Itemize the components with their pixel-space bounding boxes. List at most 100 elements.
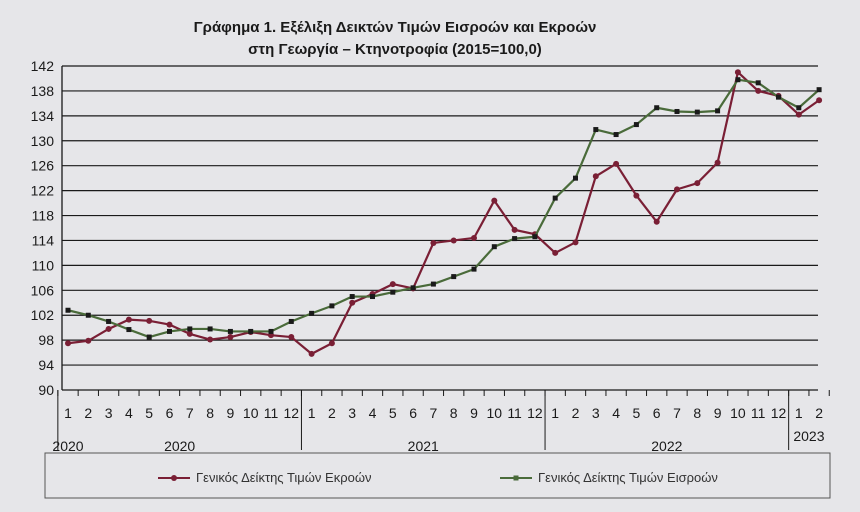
data-point [735, 77, 741, 83]
x-tick-label: 11 [264, 405, 279, 421]
x-tick-label: 5 [145, 405, 153, 421]
data-point [776, 94, 781, 100]
data-point [187, 326, 193, 332]
data-point [613, 132, 619, 138]
x-tick-label: 1 [308, 405, 316, 421]
series-lines [65, 69, 823, 357]
data-point [85, 312, 91, 318]
chart-title: Γράφημα 1. Εξέλιξη Δεικτών Τιμών Εισροών… [194, 19, 597, 36]
x-tick-label: 2 [84, 405, 92, 421]
data-point [633, 192, 640, 199]
data-point [207, 336, 214, 343]
data-point [166, 321, 173, 328]
axes [57, 66, 830, 450]
y-tick-label: 102 [31, 307, 55, 323]
series-line [67, 71, 820, 355]
data-point [227, 328, 233, 334]
x-tick-label: 4 [612, 405, 620, 421]
x-tick-label: 9 [714, 405, 722, 421]
x-tick-label: 1 [795, 405, 803, 421]
y-tick-label: 118 [32, 208, 55, 224]
x-tick-label: 12 [771, 405, 787, 421]
y-tick-label: 126 [31, 158, 55, 174]
data-point [451, 274, 457, 280]
x-tick-label: 6 [166, 405, 174, 421]
y-tick-label: 110 [32, 257, 55, 273]
data-point [654, 105, 660, 111]
year-labels: 2020 2020 2021 2022 2023 [52, 428, 824, 454]
x-tick-label: 8 [450, 405, 458, 421]
x-tick-label: 8 [206, 405, 214, 421]
x-tick-label: 4 [369, 405, 377, 421]
data-point [816, 97, 823, 104]
data-point [653, 218, 660, 225]
x-tick-label: 3 [348, 405, 356, 421]
data-point [328, 340, 335, 347]
data-point [370, 294, 375, 300]
legend-box [44, 452, 831, 499]
data-point [674, 108, 680, 114]
y-tick-label: 94 [38, 357, 54, 373]
data-point [796, 105, 802, 111]
x-tick-label: 3 [592, 405, 600, 421]
data-point [552, 195, 558, 201]
x-tick-label: 1 [64, 405, 72, 421]
data-point [430, 239, 437, 246]
legend-marker [171, 475, 177, 481]
legend-label: Γενικός Δείκτης Τιμών Εκροών [196, 470, 372, 485]
data-point [248, 328, 254, 334]
data-point [410, 285, 416, 291]
y-tick-label: 142 [31, 58, 55, 74]
legend-label: Γενικός Δείκτης Τιμών Εισροών [538, 470, 718, 485]
data-point [714, 159, 721, 166]
x-tick-label: 10 [243, 405, 259, 421]
data-point [126, 327, 132, 333]
x-tick-label: 1 [551, 405, 559, 421]
data-point [309, 310, 315, 316]
data-point [349, 299, 356, 306]
y-tick-label: 98 [38, 332, 54, 348]
y-tick-label: 90 [38, 382, 54, 398]
y-tick-label: 114 [32, 232, 55, 248]
data-point [146, 334, 152, 340]
data-point [592, 173, 599, 180]
data-point [734, 69, 741, 76]
data-point [694, 109, 700, 115]
x-tick-label: 6 [409, 405, 417, 421]
x-tick-label: 10 [487, 405, 503, 421]
x-tick-label: 4 [125, 405, 133, 421]
data-point [268, 328, 274, 334]
x-tick-label: 11 [507, 405, 522, 421]
x-tick-label: 8 [693, 405, 701, 421]
data-point [65, 307, 71, 313]
grid-lines [62, 65, 818, 366]
x-tick-label: 2 [815, 405, 823, 421]
data-point [85, 337, 92, 344]
series-outputs [65, 69, 823, 357]
data-point [146, 317, 153, 324]
x-tick-label: 3 [105, 405, 113, 421]
x-tick-label: 5 [633, 405, 641, 421]
data-point [573, 175, 578, 181]
x-axis-tick-labels: 1 2 3 4 5 6 7 8 9 10 11 12 1 2 3 4 5 6 7 8 9 10 11 12 1 2 3 4 5 6 7 8 9 1… [64, 405, 823, 421]
x-tick-label: 7 [186, 405, 194, 421]
data-point [450, 237, 457, 244]
data-point [125, 316, 132, 323]
x-tick-label: 9 [470, 405, 478, 421]
year-label: 2020 [164, 438, 195, 454]
year-label: 2022 [651, 438, 682, 454]
legend-item: Γενικός Δείκτης Τιμών Εισροών [500, 470, 718, 485]
data-point [105, 325, 112, 332]
y-tick-label: 130 [31, 133, 55, 149]
year-label: 2020 [52, 438, 83, 454]
legend-item: Γενικός Δείκτης Τιμών Εκροών [158, 470, 372, 485]
chart-subtitle: στη Γεωργία – Κτηνοτροφία (2015=100,0) [248, 41, 542, 58]
y-axis-tick-labels: 142 138 134 130 126 122 118 114 110 106 102 98 94 90 [31, 58, 55, 398]
data-point [694, 180, 701, 187]
x-tick-label: 9 [227, 405, 235, 421]
legend-marker [513, 475, 519, 481]
data-point [186, 330, 193, 337]
data-point [633, 122, 639, 128]
